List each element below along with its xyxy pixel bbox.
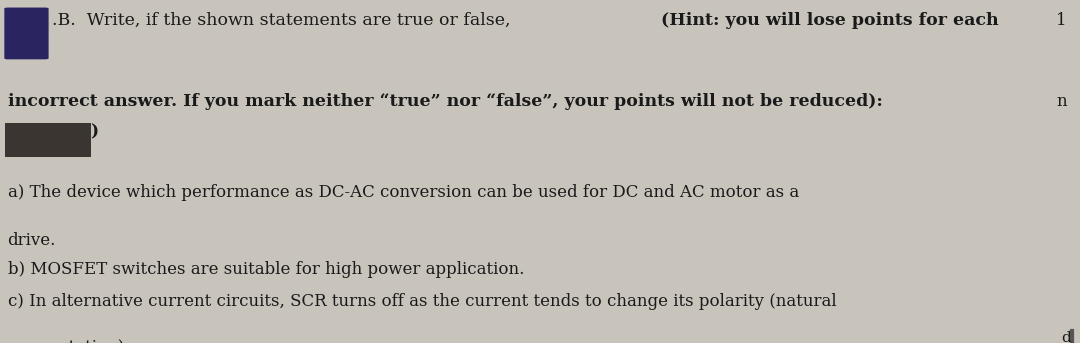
Text: c) In alternative current circuits, SCR turns off as the current tends to change: c) In alternative current circuits, SCR … [8, 293, 836, 310]
Text: incorrect answer. If you mark neither “true” nor “false”, your points will not b: incorrect answer. If you mark neither “t… [8, 93, 882, 110]
Text: a) The device which performance as DC-AC conversion can be used for DC and AC mo: a) The device which performance as DC-AC… [8, 184, 799, 201]
FancyBboxPatch shape [5, 123, 91, 157]
FancyBboxPatch shape [4, 8, 49, 59]
Text: drive.: drive. [8, 232, 56, 249]
Text: n: n [1056, 93, 1067, 110]
Text: .B.  Write, if the shown statements are true or false,: .B. Write, if the shown statements are t… [52, 12, 516, 29]
Text: (: ( [5, 123, 14, 141]
Text: (Hint: you will lose points for each: (Hint: you will lose points for each [661, 12, 999, 29]
Text: d: d [1062, 331, 1071, 343]
Text: b) MOSFET switches are suitable for high power application.: b) MOSFET switches are suitable for high… [8, 261, 524, 278]
Text: ): ) [90, 123, 98, 141]
Text: 1: 1 [1056, 12, 1067, 29]
Text: commutation).: commutation). [8, 340, 130, 343]
